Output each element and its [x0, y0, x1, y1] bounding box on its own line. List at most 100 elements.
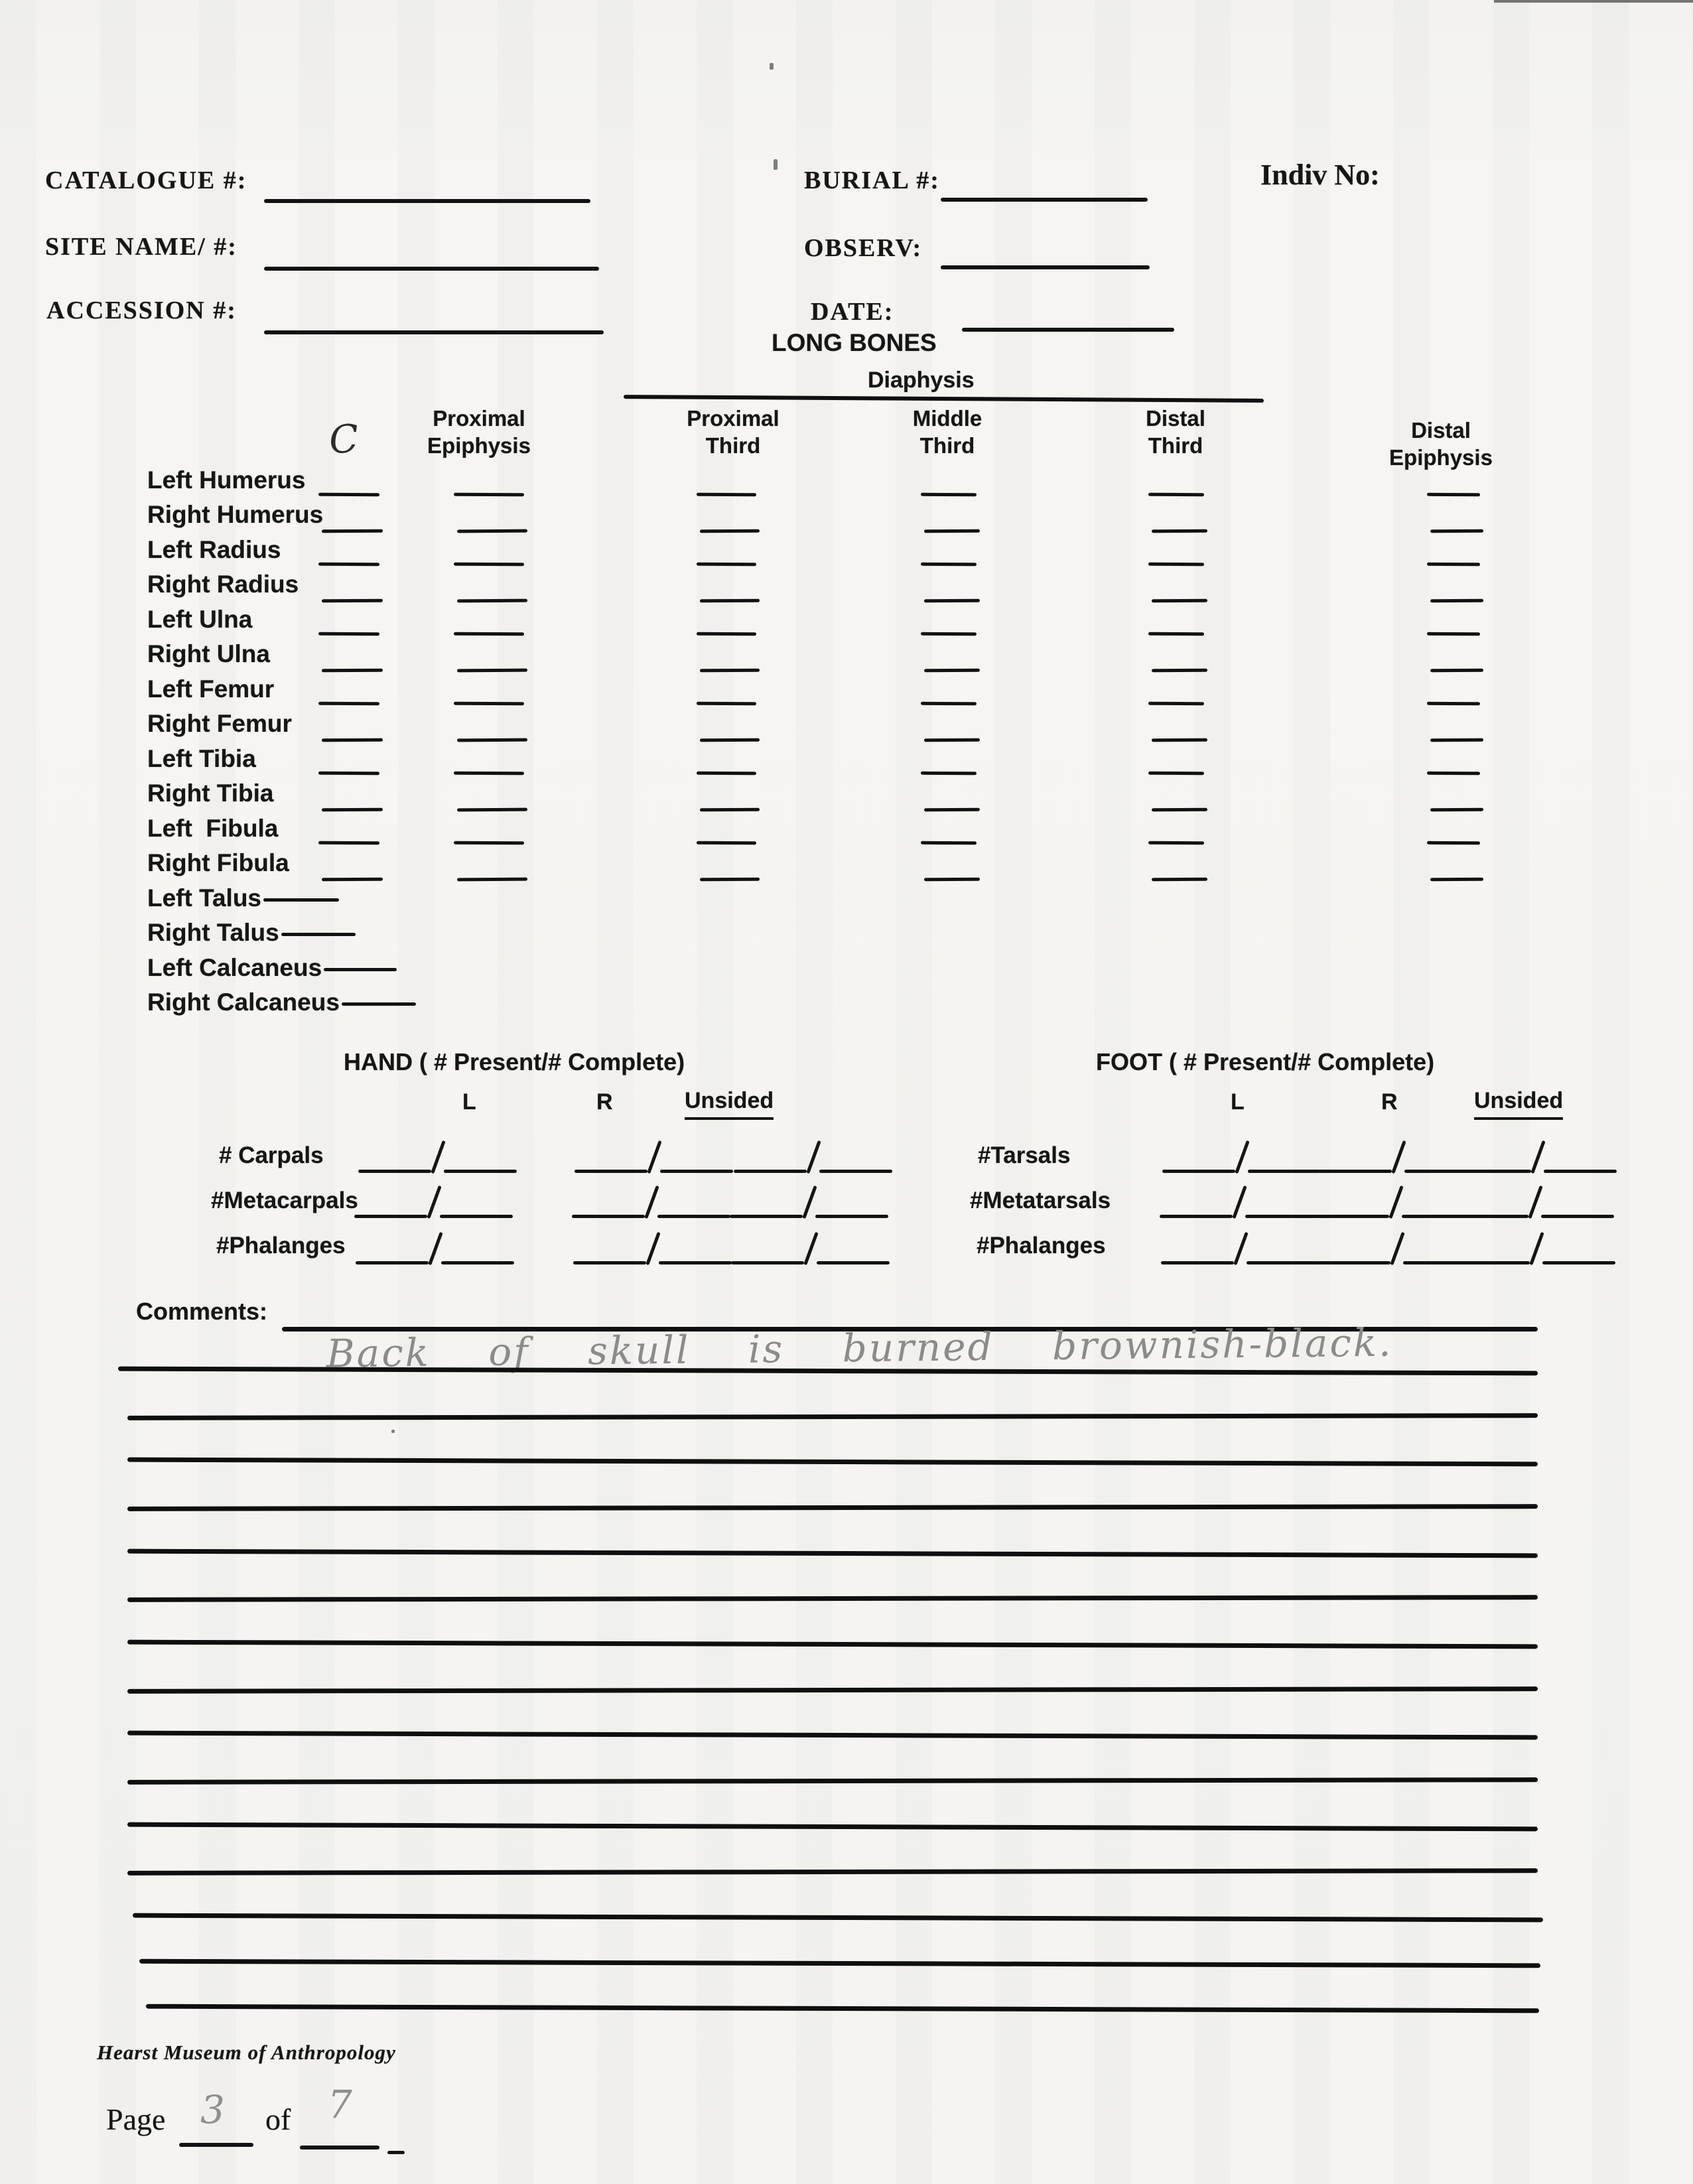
blank-line [456, 668, 528, 673]
hand-column-unsided: Unsided [685, 1088, 774, 1120]
hand-carpals-left-blanks [358, 1136, 517, 1174]
ruled-line [127, 1868, 1538, 1876]
page-label: Page [106, 2102, 166, 2136]
handwritten-mark-c: C [327, 415, 360, 463]
bone-label: Right Ulna [147, 640, 270, 667]
blank-line [572, 1215, 645, 1218]
blank-line [1430, 529, 1484, 533]
foot-phalanges-right-blanks [1318, 1227, 1476, 1266]
bone-row: Right Ulna [0, 640, 1693, 675]
blank-line [318, 562, 380, 567]
slash-divider [431, 1140, 446, 1174]
blank-line [696, 492, 757, 497]
blank-line [1245, 1215, 1318, 1218]
bone-label: Left Fibula [147, 815, 279, 842]
blank-line [321, 877, 383, 882]
foot-phalanges-unsided-blanks [1457, 1227, 1615, 1266]
slash-divider [1390, 1231, 1405, 1266]
blank-line [659, 1261, 732, 1264]
bone-label: Left Ulna [147, 606, 253, 633]
foot-phalanges-left-blanks [1161, 1227, 1320, 1266]
blank-line [699, 738, 760, 742]
blank-line [1426, 632, 1481, 636]
museum-name: Hearst Museum of Anthropology [97, 2041, 396, 2064]
blank-line [923, 529, 981, 533]
blank-line [453, 771, 525, 776]
blank-line [1426, 701, 1481, 706]
blank-line [696, 701, 757, 706]
column-header-line: Epiphysis [1389, 445, 1493, 470]
column-header-line: Proximal [433, 406, 525, 431]
blank-line [281, 933, 356, 936]
hand-section-title: HAND ( # Present/# Complete) [344, 1048, 685, 1075]
blank-line [699, 529, 760, 533]
bone-label: Left Radius [147, 536, 281, 563]
ruled-line [127, 1595, 1538, 1602]
slash-divider [803, 1231, 819, 1266]
hand-row-phalanges-label: #Phalanges [216, 1233, 346, 1259]
blank-line [453, 632, 525, 636]
blank-line [456, 738, 528, 742]
blank-line [1148, 562, 1205, 567]
blank-line [318, 701, 380, 706]
blank-line [1318, 1261, 1390, 1264]
blank-line [1404, 1170, 1477, 1173]
foot-column-unsided: Unsided [1474, 1088, 1564, 1120]
ruled-line [127, 1777, 1538, 1785]
slash-divider [806, 1140, 821, 1174]
blank-line [440, 1215, 513, 1218]
column-header-distal-epiphysis: Distal Epiphysis [1368, 417, 1514, 471]
blank-line [1430, 877, 1484, 882]
of-label: of [265, 2102, 291, 2136]
blank-line [324, 968, 397, 971]
bone-row: Right Talus [0, 919, 1693, 953]
ruled-line [127, 1639, 1538, 1649]
blank-line [1151, 598, 1208, 603]
long-bones-title: LONG BONES [772, 329, 937, 356]
blank-line [1426, 562, 1481, 567]
slash-divider [1529, 1231, 1544, 1266]
hand-metacarpals-right-blanks [572, 1181, 730, 1219]
blank-line [1148, 701, 1205, 706]
blank-line [1151, 529, 1208, 533]
slash-divider [1388, 1185, 1404, 1219]
ruled-line [127, 1822, 1538, 1832]
hand-column-left: L [462, 1089, 476, 1115]
blank-line [1430, 598, 1484, 603]
foot-column-left: L [1231, 1089, 1245, 1115]
site-name-blank [264, 267, 599, 271]
slash-divider [1528, 1185, 1543, 1219]
blank-line [1151, 877, 1208, 882]
blank-line [453, 492, 525, 497]
blank-line [920, 632, 977, 636]
column-header-line: Epiphysis [427, 433, 531, 458]
ruled-line [127, 1413, 1538, 1420]
bone-label: Left Calcaneus [147, 954, 397, 982]
blank-line [318, 632, 380, 636]
bone-label-text: Left Calcaneus [147, 954, 322, 981]
blank-line [657, 1215, 730, 1218]
blank-line [1456, 1215, 1528, 1218]
bone-label: Right Radius [147, 571, 299, 598]
bone-label-text: Right Calcaneus [147, 989, 340, 1016]
bone-row: Left Fibula [0, 815, 1693, 849]
column-header-line: Third [1148, 433, 1203, 458]
slash-divider [428, 1231, 443, 1266]
page-number-blank [179, 2143, 253, 2147]
date-blank [962, 328, 1174, 332]
blank-line [923, 598, 981, 603]
blank-line [456, 877, 528, 882]
bone-row: Left Calcaneus [0, 954, 1693, 989]
bone-label-text: Right Talus [147, 919, 279, 946]
bone-row: Right Calcaneus [0, 989, 1693, 1023]
hand-row-metacarpals-label: #Metacarpals [211, 1188, 358, 1213]
blank-line [817, 1261, 890, 1264]
ruled-line [139, 1958, 1541, 1968]
blank-line [923, 738, 981, 742]
bone-label: Left Femur [147, 675, 275, 703]
blank-line [699, 668, 760, 673]
blank-line [456, 807, 528, 812]
blank-line [575, 1170, 647, 1173]
blank-line [456, 529, 528, 533]
